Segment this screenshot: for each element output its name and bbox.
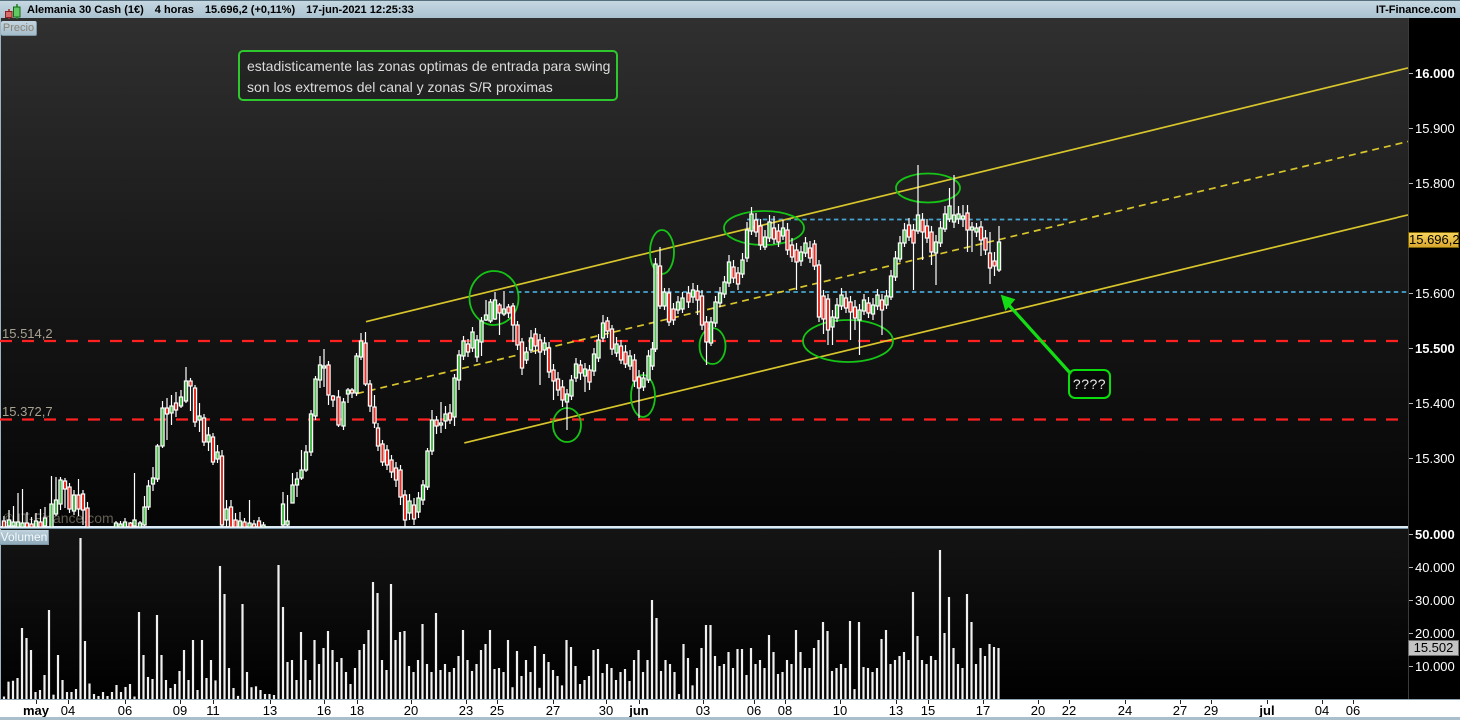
svg-text:15.514,2: 15.514,2 (2, 326, 53, 341)
svg-text:15.372,7: 15.372,7 (2, 404, 53, 419)
